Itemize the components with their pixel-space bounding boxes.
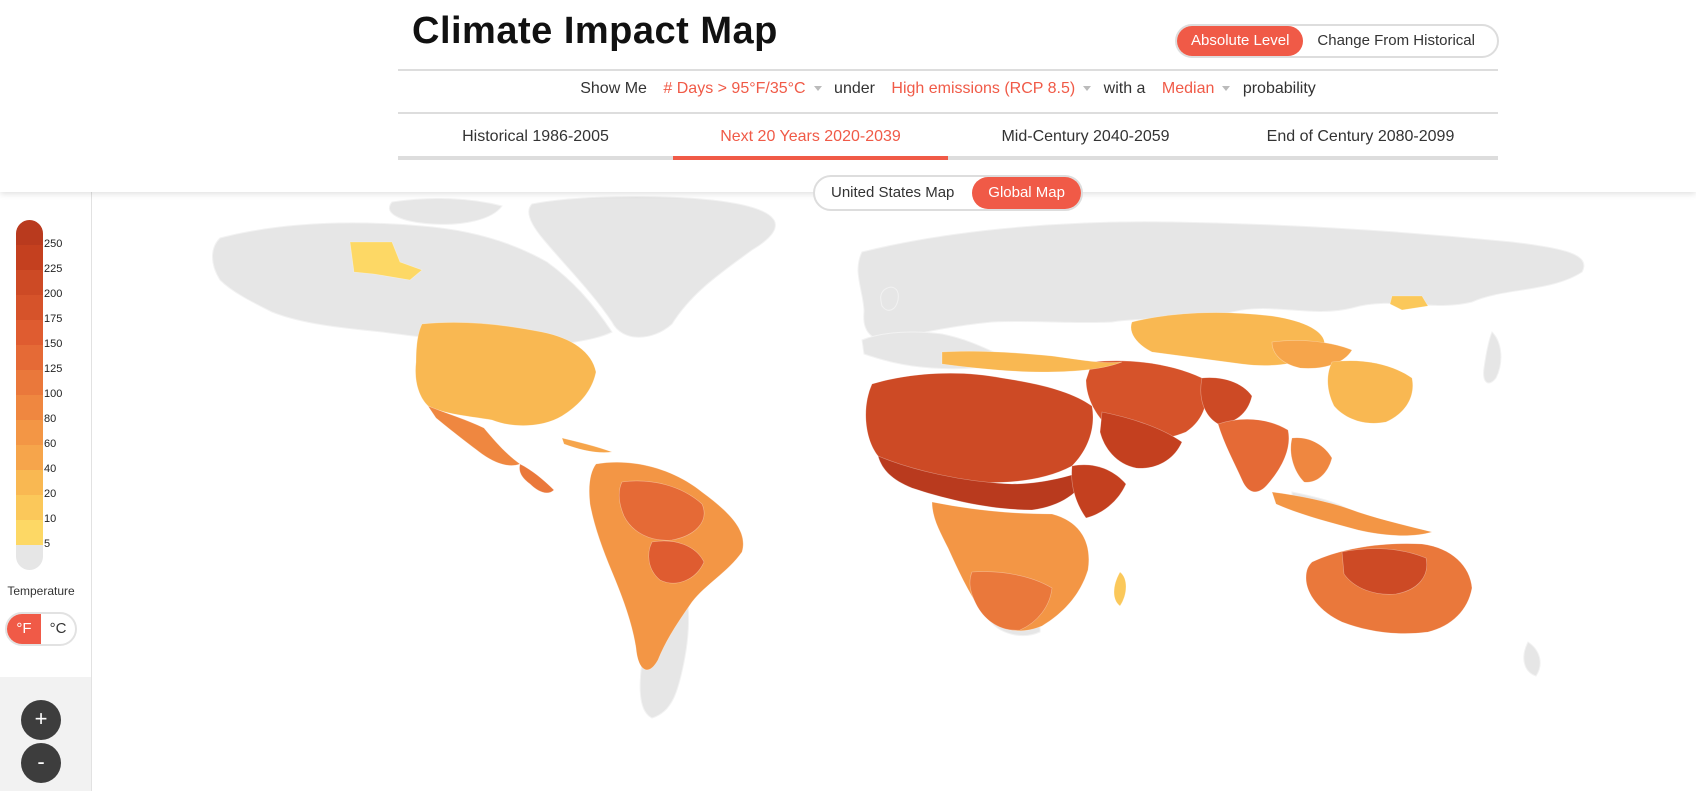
change-from-historical-button[interactable]: Change From Historical — [1317, 32, 1475, 49]
fahrenheit-button[interactable]: °F — [7, 614, 41, 644]
legend-swatch — [16, 545, 43, 570]
legend-swatch — [16, 245, 43, 270]
probability-value: Median — [1161, 80, 1215, 97]
metric-dropdown[interactable]: # Days > 95°F/35°C — [659, 80, 822, 97]
legend-tick-label: 225 — [44, 263, 63, 275]
alaska-heat-shape — [349, 241, 423, 281]
celsius-button[interactable]: °C — [49, 620, 67, 637]
chevron-down-icon — [1222, 86, 1231, 92]
amazon-heat-shape — [618, 480, 705, 541]
uk-shape — [880, 286, 899, 311]
zoom-in-button[interactable]: + — [21, 700, 61, 740]
brazil-heat-shape — [648, 540, 705, 584]
legend-swatch — [16, 520, 43, 545]
mediterranean-heat-shape — [941, 350, 1123, 373]
legend-tick-label: 150 — [44, 338, 63, 350]
legend-tick-label: 10 — [44, 513, 57, 525]
tab-historical[interactable]: Historical 1986-2005 — [462, 128, 609, 145]
absolute-level-button[interactable]: Absolute Level — [1177, 26, 1304, 56]
legend-tick-label: 5 — [44, 538, 51, 550]
legend-tick-label: 100 — [44, 388, 63, 400]
show-me-selector: Show Me # Days > 95°F/35°C under High em… — [398, 80, 1498, 98]
legend-sidebar: 250 225 200 175 150 125 100 80 60 40 20 10 5 Tempera… — [0, 192, 92, 791]
central-america-heat-shape — [519, 463, 555, 494]
legend-swatch — [16, 470, 43, 495]
tab-next-20-years[interactable]: Next 20 Years 2020-2039 — [673, 114, 948, 160]
united-states-map-button[interactable]: United States Map — [831, 184, 955, 201]
zoom-controls: + - — [0, 677, 91, 791]
probability-label: probability — [1242, 80, 1316, 97]
legend-tick-label: 175 — [44, 313, 63, 325]
legend-tick-label: 80 — [44, 413, 57, 425]
level-toggle: Absolute Level Change From Historical — [1175, 24, 1499, 58]
legend-swatch — [16, 270, 43, 295]
china-heat-shape — [1327, 360, 1414, 424]
divider — [398, 112, 1498, 114]
color-scale-bar — [16, 220, 43, 570]
new-zealand-shape — [1523, 641, 1541, 677]
under-label: under — [834, 80, 875, 97]
pakistan-heat-shape — [1200, 377, 1253, 425]
heat-regions — [349, 241, 1473, 671]
northeast-china-heat-shape — [1389, 295, 1429, 311]
legend-tick-label: 20 — [44, 488, 57, 500]
global-map-button[interactable]: Global Map — [972, 177, 1081, 209]
legend-swatch — [16, 495, 43, 520]
show-me-label: Show Me — [580, 80, 647, 97]
mexico-heat-shape — [427, 405, 521, 466]
legend-tick-label: 200 — [44, 288, 63, 300]
world-map-svg — [212, 196, 1585, 719]
arctic-islands-shape — [389, 198, 503, 225]
world-map[interactable] — [92, 192, 1696, 791]
scenario-dropdown[interactable]: High emissions (RCP 8.5) — [887, 80, 1092, 97]
chevron-down-icon — [1083, 86, 1092, 92]
tab-mid-century[interactable]: Mid-Century 2040-2059 — [1001, 128, 1170, 145]
header: Climate Impact Map Absolute Level Change… — [0, 0, 1696, 192]
scenario-value: High emissions (RCP 8.5) — [891, 80, 1076, 97]
legend-tick-label: 60 — [44, 438, 57, 450]
usa-heat-shape — [415, 322, 597, 426]
madagascar-heat-shape — [1113, 571, 1127, 607]
arabia-heat-shape — [1099, 411, 1183, 469]
time-period-tabs: Historical 1986-2005 Next 20 Years 2020-… — [398, 114, 1498, 160]
horn-of-africa-heat-shape — [1071, 464, 1127, 519]
legend-swatch — [16, 420, 43, 445]
india-heat-shape — [1217, 418, 1290, 493]
with-a-label: with a — [1103, 80, 1146, 97]
indonesia-heat-shape — [1271, 491, 1434, 536]
legend-swatch — [16, 445, 43, 470]
caribbean-heat-shape — [561, 437, 613, 453]
southeast-asia-heat-shape — [1290, 437, 1333, 483]
divider — [398, 69, 1498, 71]
unit-toggle: °F °C — [5, 612, 77, 646]
map-type-toggle: United States Map Global Map — [813, 175, 1083, 211]
chevron-down-icon — [813, 86, 822, 92]
tab-end-of-century[interactable]: End of Century 2080-2099 — [1266, 128, 1455, 145]
metric-value: # Days > 95°F/35°C — [663, 80, 806, 97]
zoom-out-button[interactable]: - — [21, 743, 61, 783]
legend-swatch — [16, 220, 43, 245]
legend-swatch — [16, 395, 43, 420]
greenland-shape — [528, 196, 776, 338]
australia-interior-heat-shape — [1341, 548, 1428, 595]
legend-tick-label: 250 — [44, 238, 63, 250]
legend-tick-label: 40 — [44, 463, 57, 475]
page-title: Climate Impact Map — [412, 10, 778, 52]
legend-swatch — [16, 345, 43, 370]
legend-swatch — [16, 320, 43, 345]
legend-swatch — [16, 295, 43, 320]
legend-tick-label: 125 — [44, 363, 63, 375]
southern-africa-heat-shape — [969, 571, 1053, 631]
legend-title: Temperature — [7, 584, 75, 598]
japan-shape — [1483, 331, 1502, 384]
probability-dropdown[interactable]: Median — [1158, 80, 1231, 97]
legend-swatch — [16, 370, 43, 395]
